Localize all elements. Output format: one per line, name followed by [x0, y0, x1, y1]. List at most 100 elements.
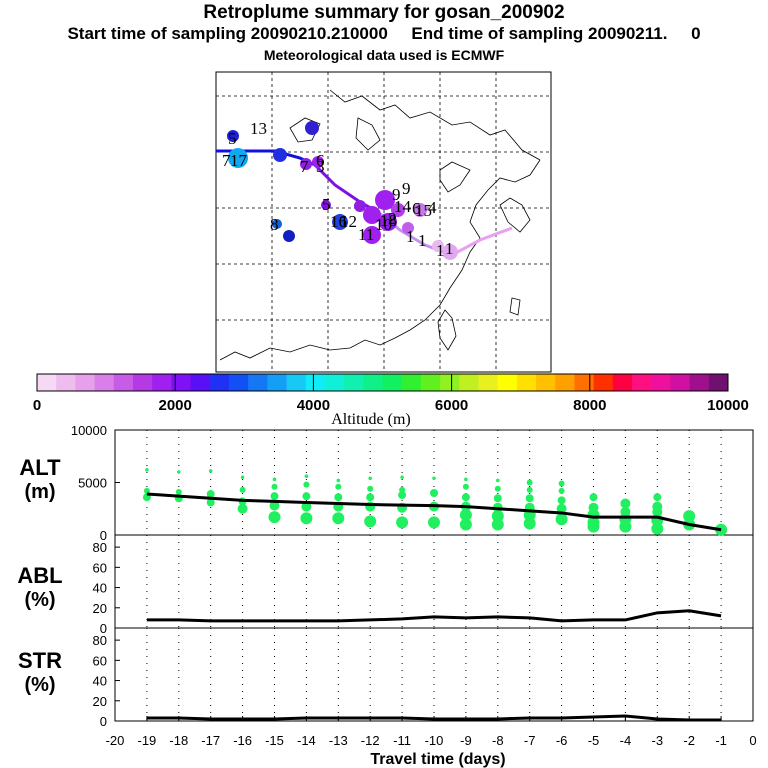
cluster-point	[367, 485, 374, 492]
colorbar-cell	[190, 374, 211, 391]
x-tick-label: -14	[297, 733, 316, 748]
cluster-point	[491, 518, 504, 531]
colorbar-cell	[152, 374, 172, 391]
sampling-times: Start time of sampling 20090210.210000 E…	[67, 24, 701, 43]
colorbar-tick-label: 6000	[435, 397, 468, 414]
colorbar-frame	[36, 373, 729, 392]
cluster-point	[396, 516, 409, 529]
colorbar-cell	[536, 374, 556, 391]
trajectory-label: 6	[316, 151, 325, 170]
x-tick-label: -17	[201, 733, 220, 748]
cluster-point	[240, 475, 245, 480]
cluster-point	[526, 486, 533, 493]
x-tick-label: -16	[233, 733, 252, 748]
x-tick-label: -3	[652, 733, 664, 748]
colorbar-cell	[171, 374, 192, 391]
y-tick-label: 20	[93, 694, 107, 709]
cluster-point	[619, 520, 632, 533]
cluster-dot	[272, 219, 282, 229]
trajectory-label: 8	[270, 215, 279, 234]
cluster-point	[491, 510, 504, 523]
x-tick-label: -9	[460, 733, 472, 748]
trajectory-label: 12	[340, 212, 357, 231]
cluster-point	[175, 488, 182, 495]
cluster-dot	[363, 206, 381, 224]
y-tick-label: 60	[93, 560, 107, 575]
cluster-point	[302, 492, 311, 501]
colorbar-cell	[324, 374, 345, 391]
cluster-dot	[413, 203, 427, 217]
trajectory-label: 3	[316, 157, 325, 176]
cluster-dot	[402, 222, 414, 234]
cluster-point	[494, 485, 501, 492]
y-tick-label: 40	[93, 581, 107, 596]
colorbar-cell	[612, 374, 633, 391]
colorbar-cell	[708, 374, 729, 391]
abl-unit: (%)	[24, 589, 56, 611]
cluster-point	[526, 479, 533, 486]
colorbar-cell	[75, 374, 96, 391]
cluster-point	[272, 477, 277, 482]
cluster-point	[239, 486, 246, 493]
chart-title: Retroplume summary for gosan_200902	[203, 2, 565, 23]
colorbar-cell	[497, 374, 518, 391]
colorbar-cell	[440, 374, 460, 391]
cluster-point	[496, 478, 500, 483]
x-tick-label: -7	[524, 733, 536, 748]
trajectory-label: 1	[418, 231, 427, 250]
str-panel-label: STR (%)	[0, 648, 80, 697]
trajectory-label: 14	[394, 197, 412, 216]
colorbar-cell	[286, 374, 307, 391]
x-tick-label: -12	[361, 733, 380, 748]
cluster-point	[177, 470, 181, 474]
cluster-point	[237, 503, 248, 514]
cluster-point	[523, 517, 536, 530]
colorbar-cell	[37, 374, 57, 391]
trajectory-label: 6	[412, 199, 421, 218]
cluster-point	[398, 491, 407, 500]
colorbar-cell	[516, 374, 537, 391]
abl-name: ABL	[17, 563, 63, 588]
y-tick-label: 80	[93, 633, 107, 648]
cluster-point	[651, 522, 664, 535]
cluster-dot	[312, 156, 324, 168]
cluster-point	[432, 476, 436, 481]
cluster-dot	[332, 214, 348, 230]
x-tick-label: -4	[620, 733, 632, 748]
y-tick-label: 60	[93, 653, 107, 668]
alt-name: ALT	[19, 455, 61, 480]
colorbar-cell	[113, 374, 134, 391]
cluster-point	[301, 501, 312, 512]
series-line-str	[146, 714, 722, 722]
trajectory-label: 9	[402, 179, 411, 198]
trajectory-label: 2	[388, 209, 397, 228]
cluster-dot	[321, 200, 331, 210]
colorbar-tick-label: 10000	[707, 397, 749, 414]
colorbar-label: Altitude (m)	[331, 411, 411, 428]
trajectory-label: 7	[222, 151, 231, 170]
colorbar-tick-label: 2000	[159, 397, 192, 414]
met-data-source: Meteorological data used is ECMWF	[263, 47, 505, 63]
colorbar-cell	[94, 374, 115, 391]
cluster-point	[300, 512, 313, 525]
cluster-dot	[227, 130, 239, 142]
y-tick-label: 0	[100, 621, 107, 636]
cluster-point	[368, 476, 373, 481]
x-tick-label: -5	[588, 733, 600, 748]
cluster-point	[558, 480, 565, 487]
cluster-dot	[391, 203, 405, 217]
cluster-point	[430, 489, 438, 497]
cluster-point	[587, 520, 600, 533]
str-panel-frame	[114, 627, 754, 722]
colorbar-cell	[593, 374, 614, 391]
cluster-point	[145, 468, 149, 472]
str-unit: (%)	[24, 674, 56, 696]
cluster-dot	[379, 213, 397, 231]
colorbar-cell	[670, 374, 691, 391]
series-line-alt	[146, 492, 722, 532]
cluster-point	[557, 496, 566, 505]
trajectory-clusters	[227, 121, 458, 260]
colorbar-cell	[267, 374, 288, 391]
